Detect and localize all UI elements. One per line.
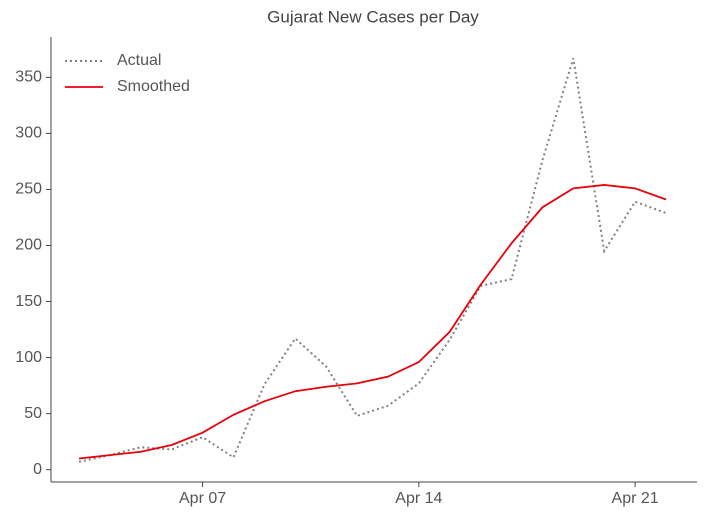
x-tick-label: Apr 07: [179, 490, 226, 507]
series-line: [78, 184, 667, 460]
x-tick-label: Apr 21: [612, 490, 659, 507]
chart-title: Gujarat New Cases per Day: [267, 7, 479, 26]
y-tick-label: 250: [15, 181, 42, 198]
y-tick-label: 50: [24, 405, 42, 422]
series-line: [78, 58, 667, 463]
y-tick-label: 100: [15, 349, 42, 366]
y-tick-label: 0: [33, 461, 42, 478]
x-tick-label: Apr 14: [395, 490, 442, 507]
legend-label: Smoothed: [117, 78, 190, 95]
y-tick-label: 150: [15, 293, 42, 310]
legend-label: Actual: [117, 52, 161, 69]
y-tick-label: 350: [15, 69, 42, 86]
y-tick-label: 200: [15, 237, 42, 254]
y-tick-label: 300: [15, 125, 42, 142]
